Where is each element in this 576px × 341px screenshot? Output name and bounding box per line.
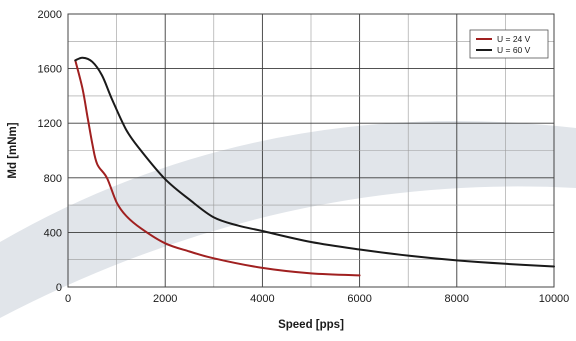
y-tick-label: 800: [44, 173, 62, 185]
plot-frame: [67, 13, 555, 288]
y-tick-label: 2000: [38, 9, 62, 21]
y-tick-label: 0: [56, 282, 62, 294]
background-swoosh: [0, 121, 576, 318]
series-layer: [74, 56, 555, 277]
tick-labels: 0 2000 4000 6000 8000 10000 0 400 800 1200 1600 200…: [38, 9, 570, 305]
series-line-24v: [74, 59, 361, 277]
series-line-60v: [74, 56, 555, 268]
x-tick-label: 8000: [445, 293, 469, 305]
x-tick-label: 0: [65, 293, 71, 305]
x-axis-title: Speed [pps]: [278, 319, 344, 331]
legend-label-24v: U = 24 V: [497, 34, 531, 44]
legend-box: [469, 29, 549, 59]
y-tick-label: 400: [44, 227, 62, 239]
y-tick-label: 1600: [38, 64, 62, 76]
y-axis-title: Md [mNm]: [7, 122, 19, 178]
y-tick-label: 1200: [38, 118, 62, 130]
legend: U = 24 V U = 60 V: [469, 29, 549, 59]
x-tick-label: 4000: [250, 293, 274, 305]
x-tick-label: 2000: [153, 293, 177, 305]
legend-label-60v: U = 60 V: [497, 45, 531, 55]
x-tick-label: 10000: [539, 293, 570, 305]
x-tick-label: 6000: [347, 293, 371, 305]
